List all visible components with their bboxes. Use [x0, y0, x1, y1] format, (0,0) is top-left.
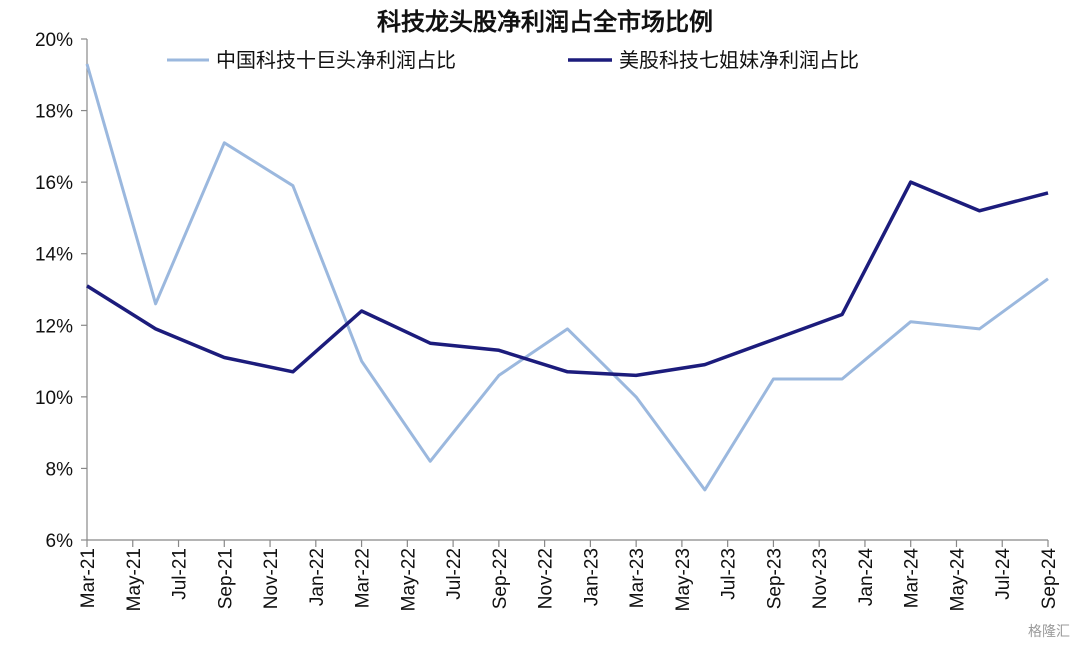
x-tick-label: Mar-21: [78, 548, 99, 608]
x-tick-label: May-22: [398, 548, 419, 611]
series-line-2: [86, 180, 1049, 378]
x-tick-label: May-23: [673, 548, 694, 611]
x-tick-label: Jul-21: [170, 548, 191, 600]
x-tick-label: May-24: [947, 548, 968, 612]
legend-label-2: 美股科技七姐妹净利润占比: [619, 48, 859, 72]
x-tick-label: Jul-24: [993, 548, 1014, 600]
x-tick-label: Jan-24: [856, 548, 877, 607]
watermark-text: 格隆汇: [1028, 624, 1070, 640]
axes: 6% 8% 10% 12% 14% 16% 18% 20% Mar-21 May-21 Jul-21…: [35, 30, 1060, 611]
y-tick-label: 14%: [35, 245, 73, 266]
y-tick-label: 10%: [35, 388, 73, 409]
y-tick-label: 6%: [46, 531, 74, 552]
x-tick-label: Jul-23: [719, 548, 740, 600]
x-tick-label: Mar-23: [627, 548, 648, 608]
x-tick-label: Sep-24: [1039, 548, 1060, 610]
x-tick-label: Sep-22: [490, 548, 511, 609]
x-tick-label: Sep-21: [215, 548, 236, 609]
x-tick-label: Nov-21: [261, 548, 282, 609]
x-tick-label: Jan-23: [581, 548, 602, 606]
y-tick-label: 18%: [35, 102, 73, 123]
x-tick-label: Mar-22: [353, 548, 374, 608]
y-tick-label: 8%: [46, 459, 74, 480]
chart-title: 科技龙头股净利润占全市场比例: [377, 8, 713, 36]
x-tick-label: Nov-23: [810, 548, 831, 609]
series-line-1: [85, 63, 1049, 492]
x-tick-label: Nov-22: [536, 548, 557, 609]
legend-label-1: 中国科技十巨头净利润占比: [216, 48, 456, 72]
y-tick-label: 12%: [35, 316, 73, 337]
x-tick-label: Mar-24: [902, 548, 923, 609]
x-tick-label: Sep-23: [764, 548, 785, 609]
series-layer: [85, 63, 1049, 492]
legend: 中国科技十巨头净利润占比 美股科技七姐妹净利润占比: [167, 48, 859, 72]
x-tick-label: May-21: [124, 548, 145, 611]
y-tick-label: 20%: [35, 30, 73, 51]
y-tick-label: 16%: [35, 173, 73, 194]
x-tick-label: Jul-22: [444, 548, 465, 600]
x-tick-label: Jan-22: [307, 548, 328, 606]
